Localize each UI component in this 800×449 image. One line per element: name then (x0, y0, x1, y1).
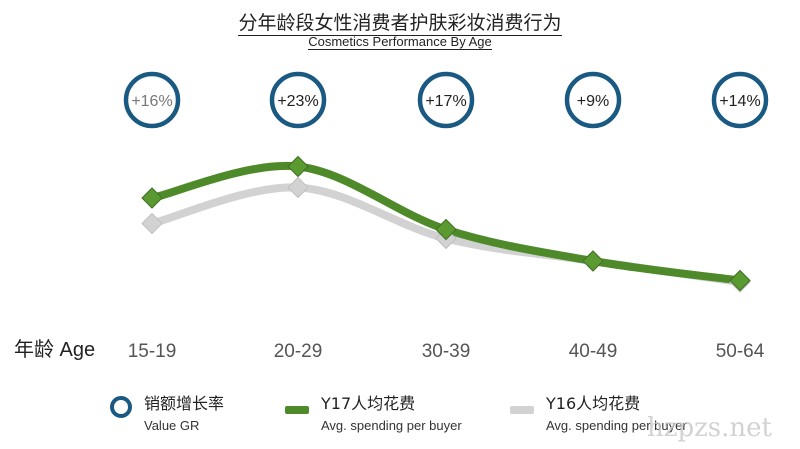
chart-subtitle: Cosmetics Performance By Age (308, 34, 492, 50)
legend-item-y16: Y16人均花费 Avg. spending per buyer (510, 390, 687, 433)
growth-rate-label-0: +16% (131, 93, 172, 110)
x-tick-label-3: 40-49 (569, 341, 618, 362)
growth-rate-label-4: +14% (719, 93, 760, 110)
data-point-y17-2 (435, 218, 457, 241)
x-tick-label-2: 30-39 (422, 341, 471, 362)
legend-item-growth: 销额增长率 Value GR (110, 390, 224, 433)
watermark: hzpzs.net (647, 413, 772, 443)
chart-title: 分年龄段女性消费者护肤彩妆消费行为 (238, 12, 562, 36)
growth-ring-1 (269, 71, 327, 129)
y17-line-icon (285, 406, 309, 414)
x-axis-label: 年龄 Age (14, 338, 95, 361)
legend-growth-en: Value GR (144, 418, 200, 433)
data-point-y17-4 (729, 269, 751, 292)
growth-ring-2 (417, 71, 475, 129)
legend-y17-cn: Y17人均花费 (321, 394, 416, 413)
growth-rate-label-2: +17% (425, 93, 466, 110)
data-point-y17-1 (287, 155, 309, 178)
data-point-y16-1 (287, 176, 309, 199)
legend: 销额增长率 Value GR Y17人均花费 Avg. spending per… (0, 390, 800, 445)
ring-icon (110, 396, 132, 418)
y16-line-icon (510, 406, 534, 414)
growth-ring-0 (123, 71, 181, 129)
x-tick-label-1: 20-29 (274, 341, 323, 362)
growth-ring-4 (711, 71, 769, 129)
growth-ring-3 (564, 71, 622, 129)
x-tick-label-4: 50-64 (716, 341, 765, 362)
data-point-y17-0 (141, 187, 163, 209)
legend-y16-cn: Y16人均花费 (546, 394, 641, 413)
legend-y16-en: Avg. spending per buyer (546, 418, 687, 433)
data-point-y16-0 (141, 212, 163, 235)
legend-item-y17: Y17人均花费 Avg. spending per buyer (285, 390, 462, 433)
x-tick-label-0: 15-19 (128, 341, 177, 362)
legend-y17-en: Avg. spending per buyer (321, 418, 462, 433)
growth-rate-label-1: +23% (277, 93, 318, 110)
data-point-y17-3 (582, 250, 604, 272)
legend-growth-cn: 销额增长率 (144, 394, 225, 413)
growth-rate-label-3: +9% (577, 93, 609, 110)
